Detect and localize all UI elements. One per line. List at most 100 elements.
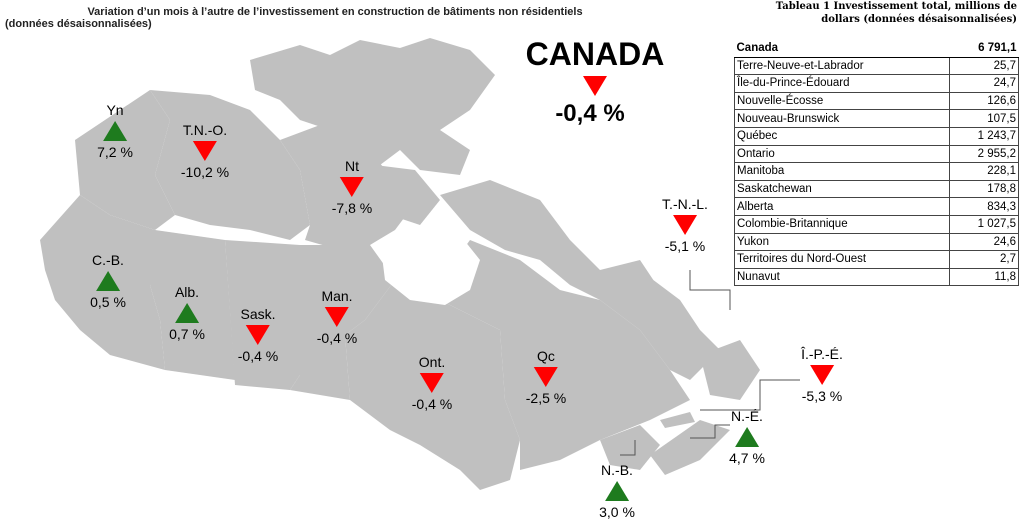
arctic-islands <box>250 38 495 175</box>
region-value: 7,2 % <box>97 144 133 160</box>
region-bc: C.-B. 0,5 % <box>90 252 126 311</box>
table-cell-name: Territoires du Nord-Ouest <box>734 250 950 269</box>
region-abbr: Yn <box>106 102 124 118</box>
table-cell-value: 834,3 <box>949 197 1020 216</box>
region-nova-scotia: N.-É. 4,7 % <box>729 408 765 467</box>
leader-lines <box>620 270 800 456</box>
region-abbr: C.-B. <box>92 252 124 268</box>
canada-summary: CANADA -0,4 % <box>515 36 675 128</box>
region-yukon: Yn 7,2 % <box>97 102 133 161</box>
nova-scotia-shape <box>650 420 730 475</box>
region-value: 4,7 % <box>729 450 765 466</box>
table-cell-value: 107,5 <box>949 109 1020 128</box>
table-row: Alberta 834,3 <box>734 197 1020 216</box>
table-cell-name: Québec <box>734 127 950 146</box>
hudson-bay <box>380 225 480 305</box>
region-value: -0,4 % <box>411 396 453 412</box>
investment-table-panel: Tableau 1 Investissement total, millions… <box>731 0 1021 287</box>
baffin-island <box>440 180 660 305</box>
region-abbr: N.-É. <box>731 408 763 424</box>
up-arrow-icon <box>96 271 120 291</box>
nwt-shape <box>150 90 310 240</box>
table-cell-name: Alberta <box>734 197 950 216</box>
table-row: Territoires du Nord-Ouest 2,7 <box>734 250 1020 269</box>
table-cell-value: 126,6 <box>949 92 1020 111</box>
table-cell-value: 178,8 <box>949 180 1020 199</box>
map-landmass <box>40 38 760 490</box>
quebec-shape <box>430 240 690 470</box>
table-cell-name: Ontario <box>734 145 950 164</box>
leader-ipe <box>700 379 800 411</box>
region-value: 3,0 % <box>599 504 635 520</box>
table-title-line2: dollars (données désaisonnalisées) <box>821 14 1017 25</box>
up-arrow-icon <box>103 121 127 141</box>
table-cell-value: 25,7 <box>949 57 1020 76</box>
up-arrow-icon <box>735 427 759 447</box>
region-nl: T.-N.-L. -5,1 % <box>662 196 708 255</box>
table-cell-name: Île-du-Prince-Édouard <box>734 74 950 93</box>
table-cell-value: 1 027,5 <box>949 215 1020 234</box>
region-manitoba: Man. -0,4 % <box>317 288 357 347</box>
sask-shape <box>225 240 300 390</box>
map-title-line1: Variation d’un mois à l’autre de l’inves… <box>87 6 583 18</box>
table-row: Nunavut 11,8 <box>734 268 1020 287</box>
region-value: 0,7 % <box>169 326 205 342</box>
region-value: -5,3 % <box>801 388 843 404</box>
down-arrow-icon <box>809 365 834 385</box>
region-abbr: Man. <box>321 288 353 304</box>
table-cell-value: 1 243,7 <box>949 127 1020 146</box>
region-abbr: N.-B. <box>601 462 633 478</box>
region-nunavut: Nt -7,8 % <box>332 158 372 217</box>
region-value: -2,5 % <box>525 390 567 406</box>
down-arrow-icon <box>534 367 558 387</box>
table-cell-name: Nouvelle-Écosse <box>734 92 950 111</box>
region-ontario: Ont. -0,4 % <box>412 354 452 413</box>
pei-shape <box>660 412 695 428</box>
map-title: Variation d’un mois à l’autre de l’inves… <box>5 6 665 30</box>
canada-value: -0,4 % <box>555 100 625 127</box>
region-value: -7,8 % <box>331 200 373 216</box>
region-nwt: T.N.-O. -10,2 % <box>181 122 229 181</box>
leader-tnl <box>689 270 731 310</box>
table-cell-name: Terre-Neuve-et-Labrador <box>734 57 950 76</box>
down-arrow-icon <box>583 76 607 96</box>
down-arrow-icon <box>193 141 217 161</box>
table-cell-name: Saskatchewan <box>734 180 950 199</box>
table-cell-value: 11,8 <box>949 268 1020 287</box>
canada-label: CANADA <box>525 36 665 72</box>
region-value: -10,2 % <box>180 164 230 180</box>
new-brunswick-shape <box>600 425 660 470</box>
table-row: Île-du-Prince-Édouard 24,7 <box>734 74 1020 93</box>
leader-nb <box>620 440 636 456</box>
table-title-line1: Tableau 1 Investissement total, millions… <box>775 1 1017 12</box>
region-value: -0,4 % <box>316 330 358 346</box>
region-abbr: Qc <box>537 348 555 364</box>
region-new-brunswick: N.-B. 3,0 % <box>599 462 635 521</box>
table-cell-name: Nunavut <box>734 268 950 287</box>
table-cell-value: 24,7 <box>949 74 1020 93</box>
up-arrow-icon <box>175 303 199 323</box>
table-cell-value: 6 791,1 <box>949 40 1019 58</box>
table-cell-name: Nouveau-Brunswick <box>734 109 950 128</box>
up-arrow-icon <box>605 481 629 501</box>
region-abbr: Sask. <box>240 306 276 322</box>
region-pei: Î.-P.-É. -5,3 % <box>801 346 843 405</box>
region-abbr: T.-N.-L. <box>662 196 708 212</box>
down-arrow-icon <box>420 373 444 393</box>
region-abbr: T.N.-O. <box>182 122 228 138</box>
map-title-line2: (données désaisonnalisées) <box>5 18 152 30</box>
region-quebec: Qc -2,5 % <box>526 348 566 407</box>
table-cell-name: Yukon <box>734 233 950 252</box>
down-arrow-icon <box>340 177 364 197</box>
table-row-total: Canada 6 791,1 <box>734 40 1019 58</box>
table-cell-value: 2 955,2 <box>949 145 1020 164</box>
down-arrow-icon <box>325 307 349 327</box>
newfoundland-shape <box>700 340 760 400</box>
table-row: Québec 1 243,7 <box>734 127 1020 146</box>
table-row: Colombie-Britannique 1 027,5 <box>734 215 1020 234</box>
investment-table: Canada 6 791,1 Terre-Neuve-et-Labrador 25… <box>734 40 1020 287</box>
labrador-shape <box>600 270 720 380</box>
leader-ne <box>690 424 730 439</box>
region-value: -5,1 % <box>664 238 706 254</box>
